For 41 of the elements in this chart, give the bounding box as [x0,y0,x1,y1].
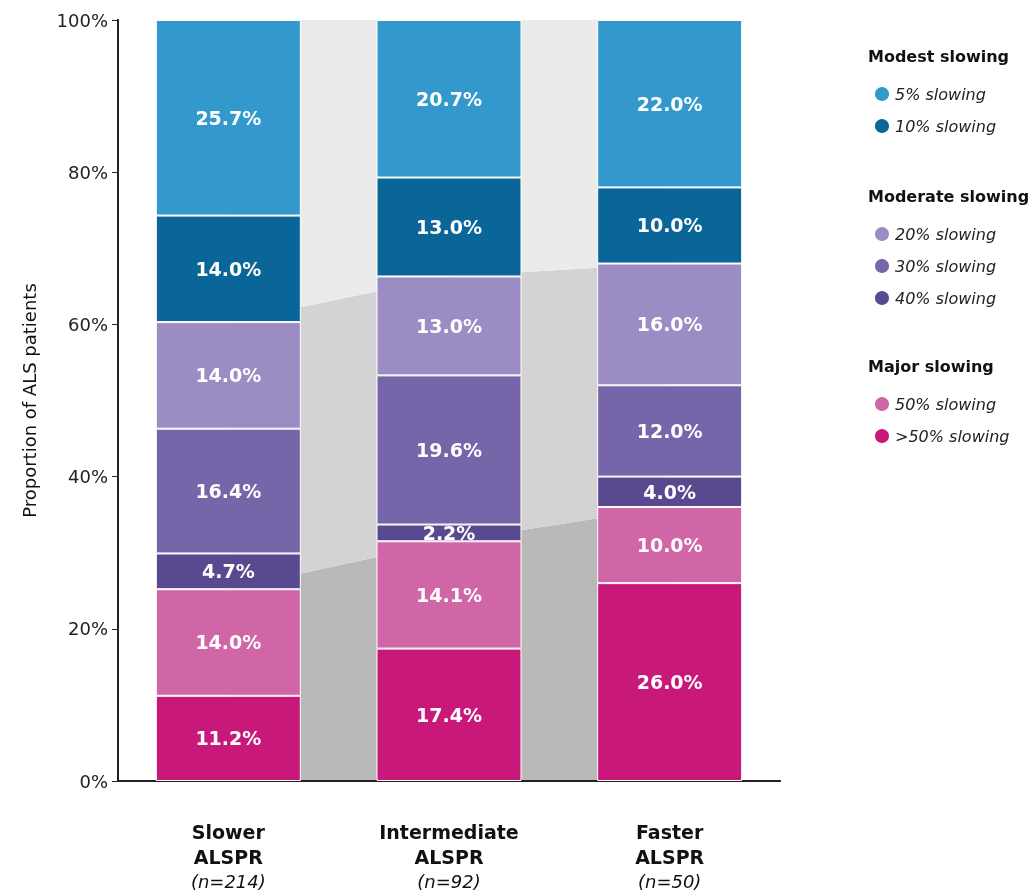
data-label: 20.7% [416,87,482,110]
data-label: 13.0% [416,215,482,238]
y-tick-label: 20% [67,618,108,640]
y-tick-label: 40% [67,466,108,488]
legend-label: 10% slowing [895,116,997,136]
y-tick-label: 60% [67,313,108,335]
legend-label: 20% slowing [895,224,997,244]
y-axis-title: Proportion of ALS patients [18,283,40,518]
data-label: 13.0% [416,314,482,337]
legend-label: 50% slowing [895,394,997,414]
y-tick-label: 100% [56,9,108,31]
data-label: 16.0% [636,313,703,336]
data-label: 16.4% [195,480,262,503]
data-label: 11.2% [195,727,262,750]
legend-label: >50% slowing [895,426,1010,446]
data-label: 10.0% [636,214,703,237]
x-tick-label: Slower ALSPR (n=214) [190,820,266,892]
x-tick-label: Intermediate ALSPR (n=92) [379,820,519,892]
text: Moderate slowing [868,186,1030,206]
data-label: 25.7% [195,106,262,129]
x-tick-label: Faster ALSPR (n=50) [635,820,705,892]
legend-label: 40% slowing [895,288,997,308]
data-label: 14.0% [195,364,262,387]
data-label: 14.0% [195,631,262,654]
data-label: 26.0% [636,671,703,694]
data-label: 14.1% [416,583,482,606]
legend-label: 5% slowing [895,84,986,104]
data-label: 10.0% [636,534,703,557]
data-label: 12.0% [636,419,703,442]
legend-label: 30% slowing [895,256,997,276]
y-tick-label: 80% [67,161,108,183]
data-label: 22.0% [636,92,703,115]
data-label: 4.7% [201,560,255,583]
y-tick-label: 0% [79,770,108,792]
data-label: 2.2% [422,521,476,544]
data-label: 14.0% [195,257,262,280]
text: Modest slowing [868,46,1010,66]
data-label: 4.0% [643,480,697,503]
data-label: 17.4% [416,703,482,726]
text: Major slowing [868,356,994,376]
data-label: 19.6% [416,438,482,461]
